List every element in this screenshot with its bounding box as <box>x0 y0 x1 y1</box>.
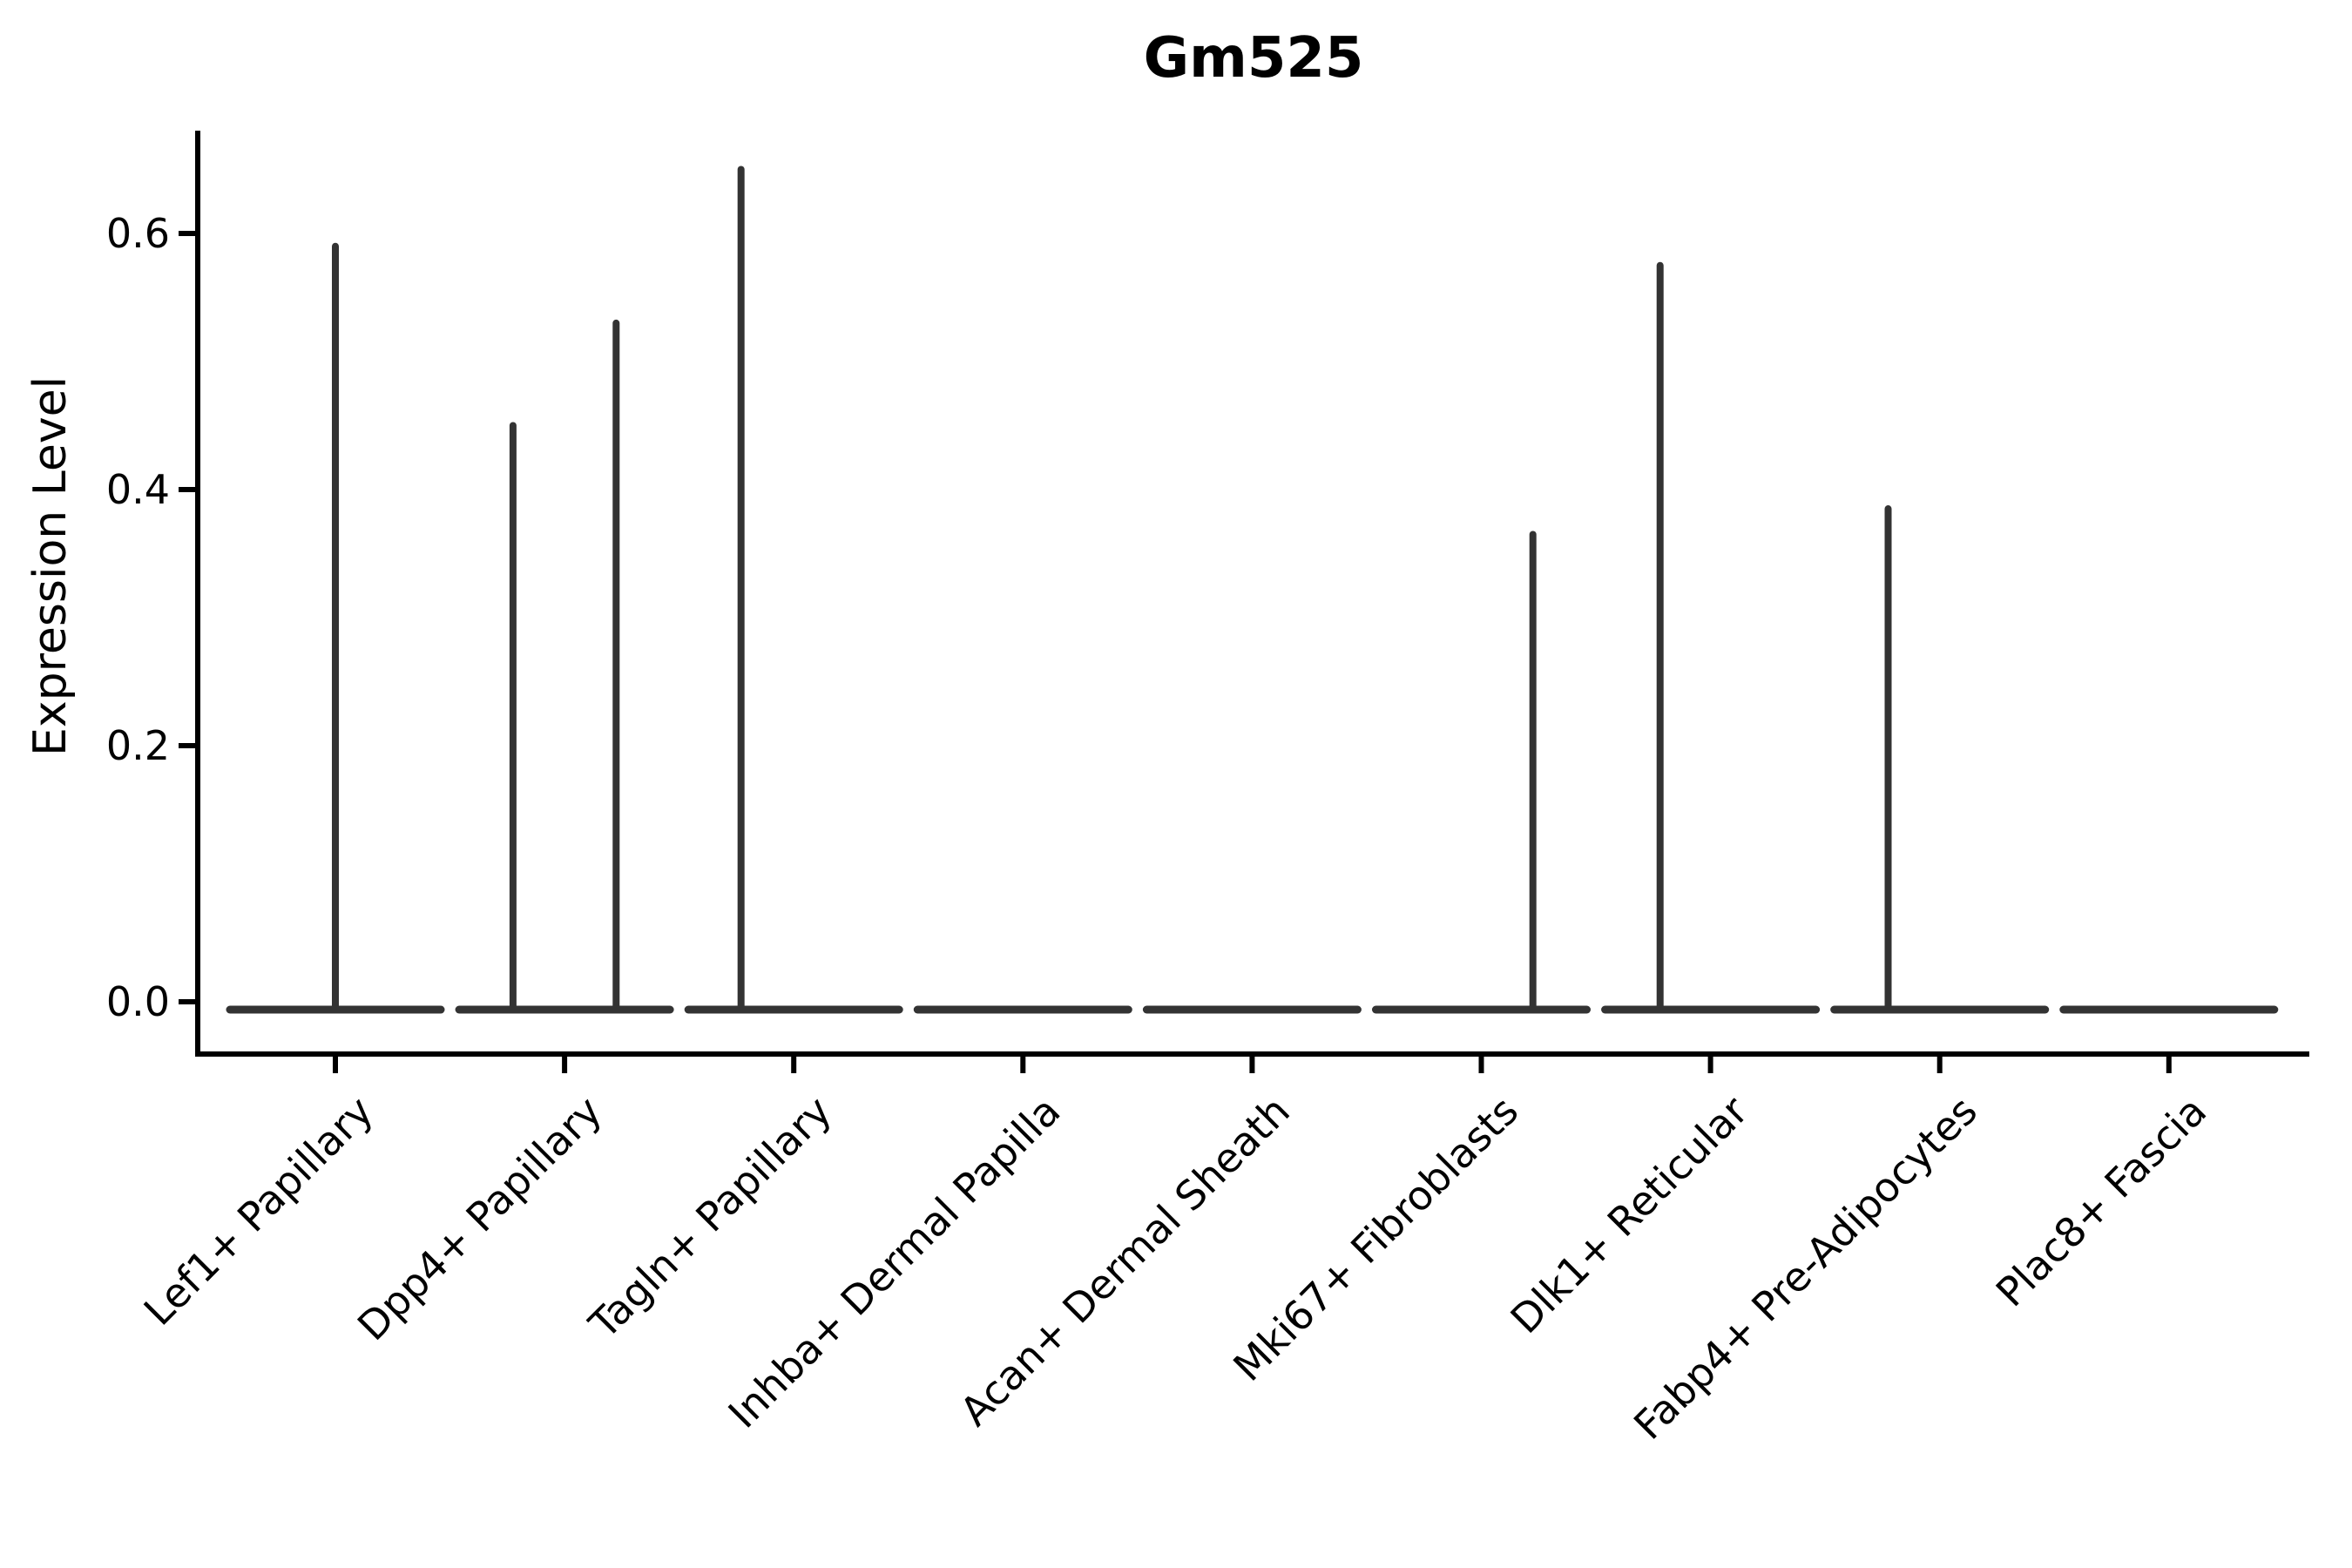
y-tick-label: 0.0 <box>105 978 170 1025</box>
y-tick-label: 0.6 <box>105 210 170 257</box>
y-tick-label: 0.4 <box>105 466 170 513</box>
y-tick-label: 0.2 <box>105 722 170 769</box>
y-axis-label: Expression Level <box>24 375 77 757</box>
chart-title: Gm525 <box>1143 26 1364 91</box>
